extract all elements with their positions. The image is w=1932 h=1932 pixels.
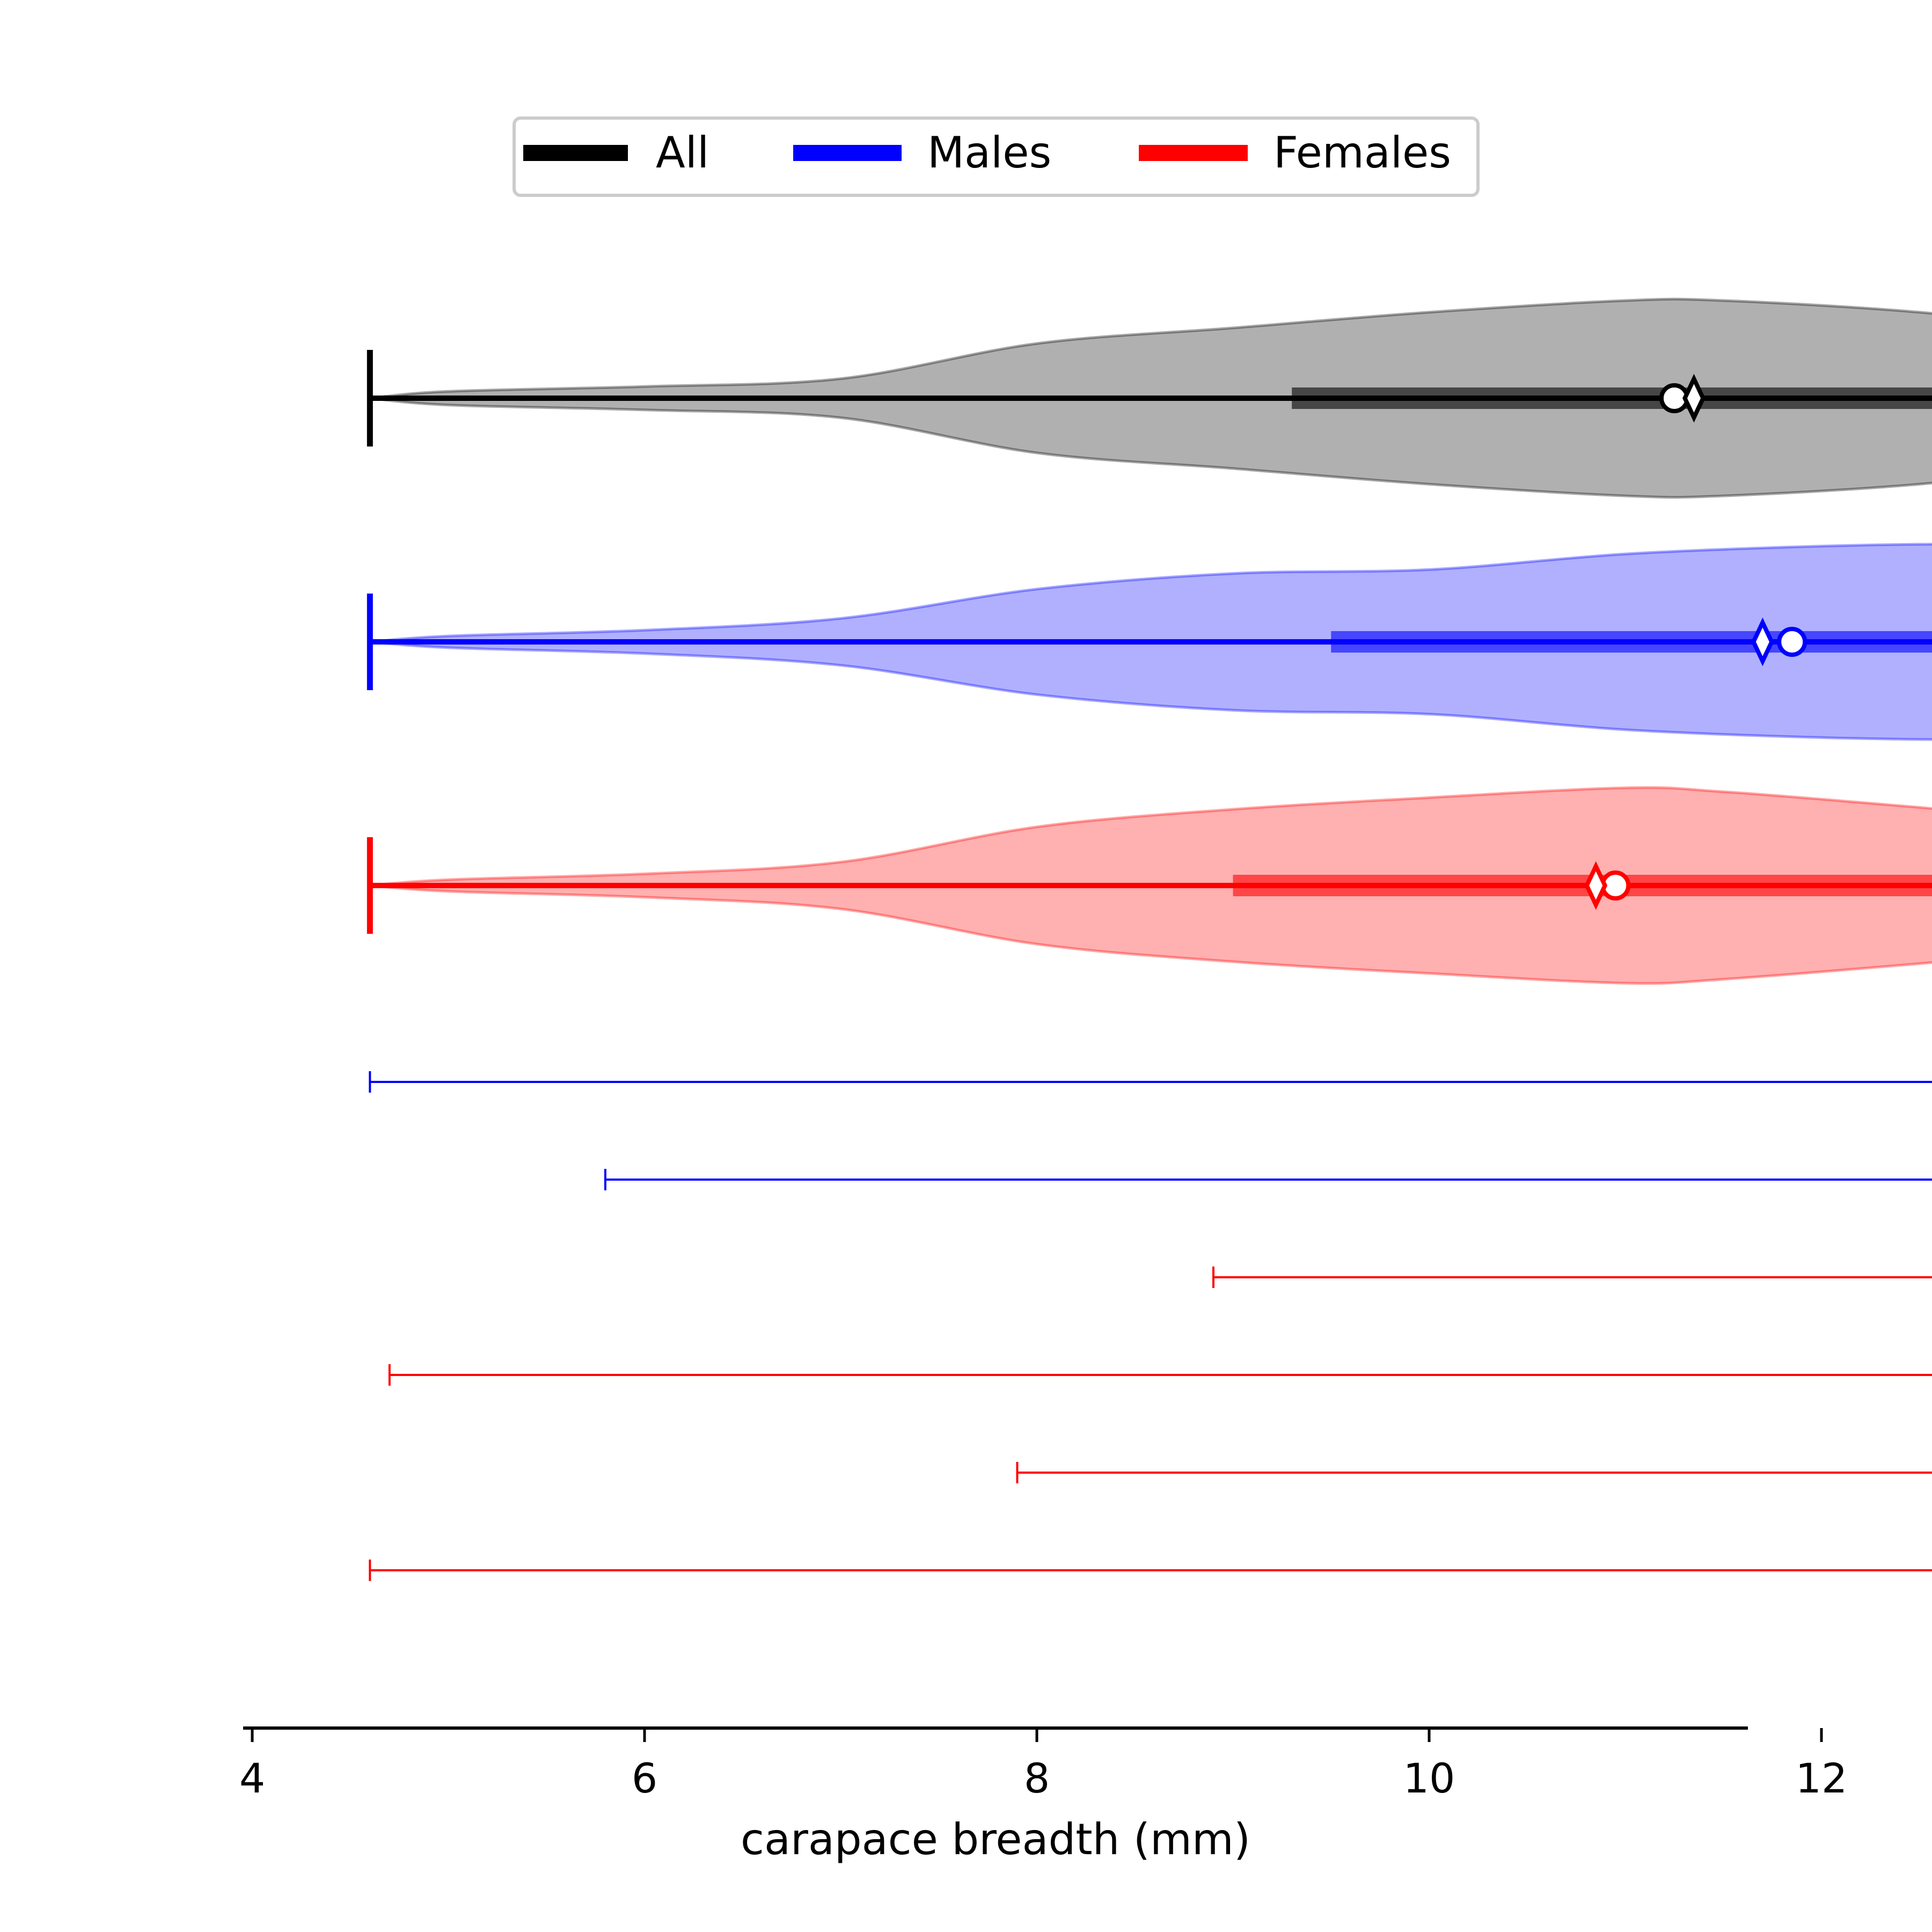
legend: All Males Females (513, 116, 1480, 197)
range-bar (388, 1364, 1932, 1386)
ranges-group (369, 1071, 1932, 1581)
x-axis-label: carapace breadth (mm) (741, 1814, 1250, 1864)
x-tick-label: 8 (1024, 1754, 1050, 1802)
violin-males (367, 543, 1932, 741)
range-bar (1212, 1267, 1932, 1288)
mean-marker (1682, 374, 1706, 423)
range-bar (369, 1560, 1932, 1581)
x-tick-label: 4 (239, 1754, 265, 1802)
x-axis: 4681012141618 carapace breadth (mm) (239, 1726, 1848, 1864)
range-bar (369, 1071, 1932, 1093)
legend-label-all: All (656, 128, 709, 178)
range-bar (604, 1169, 1932, 1190)
violin-all (367, 297, 1932, 499)
legend-label-females: Females (1274, 128, 1451, 178)
legend-label-males: Males (927, 128, 1051, 178)
range-bar (1016, 1462, 1932, 1483)
median-marker (1777, 627, 1807, 657)
x-tick-label: 6 (632, 1754, 657, 1802)
x-ticks: 4681012141618 (239, 1728, 1848, 1802)
violins-group (367, 297, 1932, 985)
mean-marker (1751, 617, 1774, 667)
x-tick-label: 12 (1796, 1754, 1848, 1802)
violin-females (367, 786, 1932, 985)
legend-frame (513, 116, 1480, 197)
mean-marker (1584, 861, 1608, 910)
x-tick-label: 10 (1403, 1754, 1455, 1802)
